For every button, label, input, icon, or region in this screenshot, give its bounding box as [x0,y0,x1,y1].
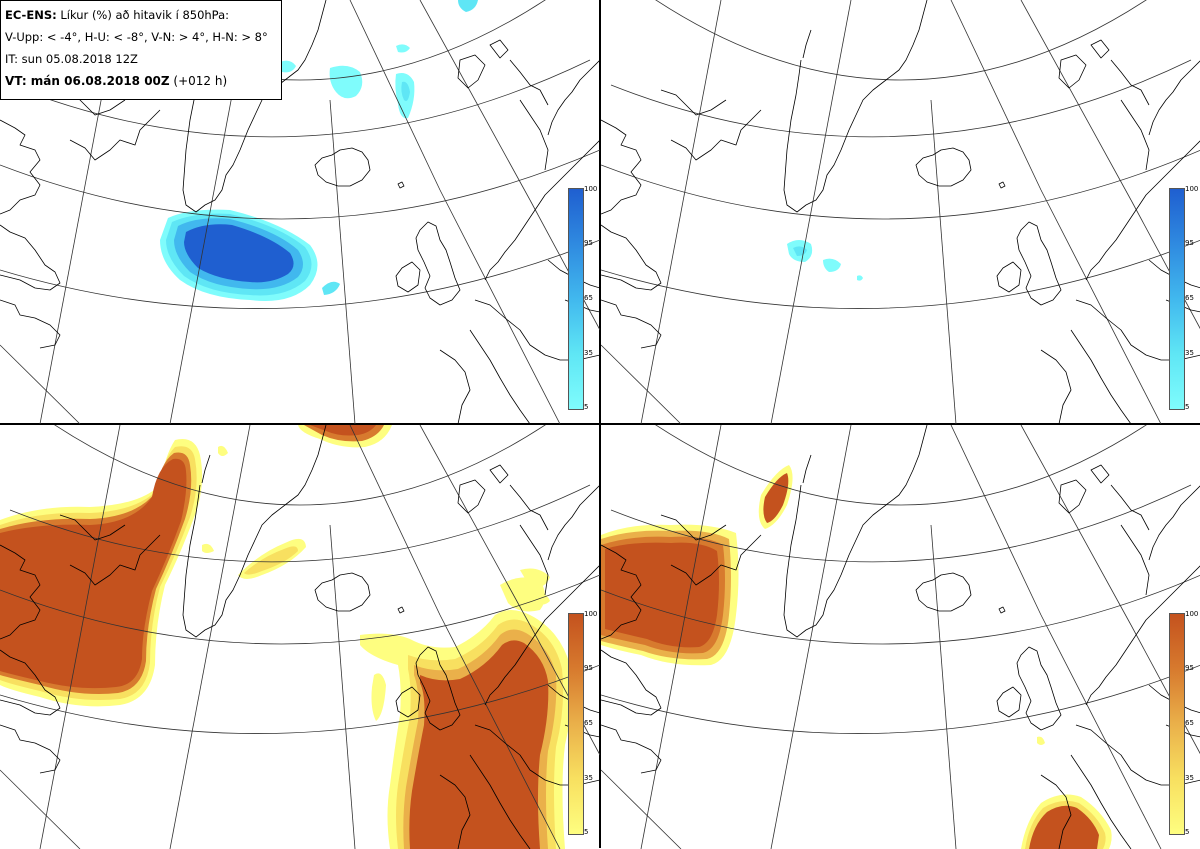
colorbar-gradient [1169,613,1185,835]
title-line: EC-ENS: Líkur (%) að hitavik í 850hPa: [5,4,277,26]
colorbar-tick: 65 [584,294,593,302]
colorbar-warm-strong: 100 95 65 35 5 [1169,610,1199,843]
valid-time: VT: mán 06.08.2018 00Z [5,74,170,88]
colorbar-tick: 35 [584,774,593,782]
probability-field-cold-moderate [160,0,478,301]
map-cold-strong [601,0,1200,424]
colorbar-tick: 100 [1185,610,1199,618]
colorbar-tick: 65 [1185,294,1194,302]
lead-time: (+012 h) [169,74,228,88]
thresholds-line: V-Upp: < -4°, H-U: < -8°, V-N: > 4°, H-N… [5,30,268,44]
title-text: Líkur (%) að hitavik í 850hPa: [56,8,230,22]
panel-warm-strong: 100 95 65 35 5 [600,424,1200,849]
colorbar-tick: 5 [584,828,589,836]
map-info-box: EC-ENS: Líkur (%) að hitavik í 850hPa: V… [0,0,282,100]
colorbar-gradient [568,188,584,410]
colorbar-tick: 65 [584,719,593,727]
colorbar-tick: 100 [584,610,598,618]
colorbar-cold-strong: 100 95 65 35 5 [1169,185,1199,418]
colorbar-tick: 5 [584,403,589,411]
probability-field-cold-strong [787,240,863,281]
map-cold-moderate [0,0,600,424]
panel-cold-strong: 100 95 65 35 5 [600,0,1200,424]
colorbar-tick: 95 [1185,239,1194,247]
colorbar-gradient [568,613,584,835]
colorbar-tick: 5 [1185,828,1190,836]
panel-warm-moderate: 100 95 65 35 5 [0,424,600,849]
colorbar-tick: 95 [584,239,593,247]
map-warm-moderate [0,425,600,849]
colorbar-tick: 95 [1185,664,1194,672]
colorbar-tick: 5 [1185,403,1190,411]
colorbar-cold-moderate: 100 95 65 35 5 [568,185,598,418]
model-name: EC-ENS: [5,8,57,22]
valid-time-line: VT: mán 06.08.2018 00Z (+012 h) [5,70,277,92]
colorbar-tick: 95 [584,664,593,672]
colorbar-tick: 100 [584,185,598,193]
panel-cold-moderate: EC-ENS: Líkur (%) að hitavik í 850hPa: V… [0,0,600,424]
init-time-line: IT: sun 05.08.2018 12Z [5,52,138,66]
probability-field-warm-moderate [0,425,572,849]
colorbar-gradient [1169,188,1185,410]
colorbar-tick: 100 [1185,185,1199,193]
colorbar-tick: 65 [1185,719,1194,727]
colorbar-tick: 35 [1185,349,1194,357]
colorbar-warm-moderate: 100 95 65 35 5 [568,610,598,843]
probability-field-warm-strong [601,465,1112,849]
colorbar-tick: 35 [1185,774,1194,782]
map-warm-strong [601,425,1200,849]
colorbar-tick: 35 [584,349,593,357]
